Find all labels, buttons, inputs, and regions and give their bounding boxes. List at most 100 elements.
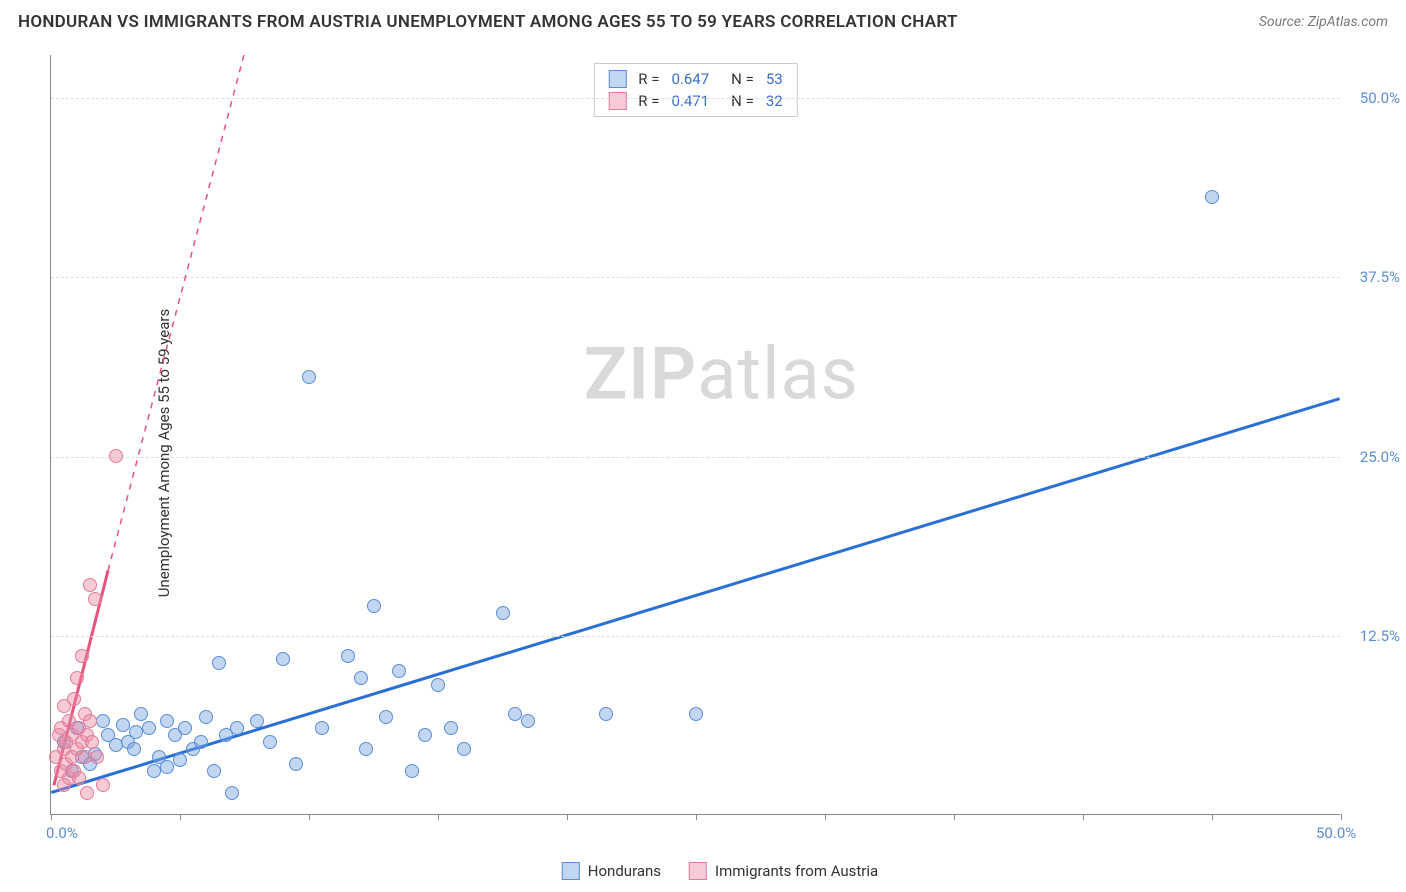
x-tick bbox=[309, 814, 310, 820]
scatter-marker bbox=[83, 578, 97, 592]
legend-item: Hondurans bbox=[562, 862, 661, 880]
stat-r-value: 0.471 bbox=[671, 92, 709, 110]
scatter-marker bbox=[85, 735, 99, 749]
scatter-marker bbox=[194, 735, 208, 749]
scatter-marker bbox=[230, 721, 244, 735]
x-tick-label: 0.0% bbox=[46, 824, 78, 842]
scatter-marker bbox=[263, 735, 277, 749]
stats-swatch bbox=[608, 70, 626, 88]
scatter-marker bbox=[431, 678, 445, 692]
x-tick bbox=[825, 814, 826, 820]
y-tick-label: 12.5% bbox=[1360, 627, 1400, 645]
watermark-bold: ZIP bbox=[584, 331, 697, 416]
scatter-marker bbox=[302, 370, 316, 384]
stat-n-label: N = bbox=[731, 70, 754, 88]
scatter-marker bbox=[109, 449, 123, 463]
scatter-marker bbox=[90, 750, 104, 764]
scatter-marker bbox=[1205, 190, 1219, 204]
scatter-marker bbox=[178, 721, 192, 735]
gridline bbox=[51, 457, 1340, 458]
x-tick bbox=[954, 814, 955, 820]
y-tick-label: 50.0% bbox=[1360, 89, 1400, 107]
legend-item: Immigrants from Austria bbox=[689, 862, 878, 880]
scatter-marker bbox=[276, 652, 290, 666]
scatter-marker bbox=[289, 757, 303, 771]
scatter-marker bbox=[379, 710, 393, 724]
x-tick bbox=[1212, 814, 1213, 820]
scatter-marker bbox=[78, 750, 92, 764]
scatter-marker bbox=[83, 714, 97, 728]
scatter-marker bbox=[88, 592, 102, 606]
watermark: ZIPatlas bbox=[584, 331, 859, 416]
y-tick-label: 25.0% bbox=[1360, 448, 1400, 466]
scatter-marker bbox=[147, 764, 161, 778]
legend-swatch bbox=[562, 862, 580, 880]
stat-n-value: 53 bbox=[766, 70, 783, 88]
legend-swatch bbox=[689, 862, 707, 880]
scatter-marker bbox=[496, 606, 510, 620]
scatter-marker bbox=[354, 671, 368, 685]
scatter-marker bbox=[116, 718, 130, 732]
scatter-marker bbox=[96, 778, 110, 792]
scatter-marker bbox=[689, 707, 703, 721]
scatter-marker bbox=[142, 721, 156, 735]
scatter-marker bbox=[212, 656, 226, 670]
scatter-marker bbox=[96, 714, 110, 728]
scatter-marker bbox=[207, 764, 221, 778]
x-tick bbox=[438, 814, 439, 820]
scatter-marker bbox=[418, 728, 432, 742]
scatter-marker bbox=[129, 725, 143, 739]
chart-title: HONDURAN VS IMMIGRANTS FROM AUSTRIA UNEM… bbox=[18, 12, 958, 32]
x-tick bbox=[696, 814, 697, 820]
scatter-marker bbox=[405, 764, 419, 778]
stats-row: R = 0.471 N = 32 bbox=[608, 90, 782, 112]
stats-box: R = 0.647 N = 53 R = 0.471 N = 32 bbox=[593, 63, 797, 117]
scatter-marker bbox=[67, 692, 81, 706]
x-tick bbox=[1083, 814, 1084, 820]
scatter-marker bbox=[160, 714, 174, 728]
scatter-marker bbox=[367, 599, 381, 613]
scatter-marker bbox=[521, 714, 535, 728]
x-tick bbox=[1341, 814, 1342, 820]
source-label: Source: ZipAtlas.com bbox=[1259, 14, 1388, 30]
x-tick bbox=[567, 814, 568, 820]
gridline bbox=[51, 636, 1340, 637]
y-tick-label: 37.5% bbox=[1360, 268, 1400, 286]
watermark-light: atlas bbox=[697, 331, 859, 416]
legend-label: Immigrants from Austria bbox=[715, 862, 878, 880]
scatter-marker bbox=[359, 742, 373, 756]
scatter-marker bbox=[508, 707, 522, 721]
gridline bbox=[51, 98, 1340, 99]
scatter-marker bbox=[160, 760, 174, 774]
x-tick-label: 50.0% bbox=[1316, 824, 1356, 842]
stat-r-label: R = bbox=[638, 92, 659, 110]
scatter-marker bbox=[134, 707, 148, 721]
stat-n-label: N = bbox=[731, 92, 754, 110]
scatter-marker bbox=[341, 649, 355, 663]
trend-lines bbox=[51, 55, 1340, 814]
scatter-marker bbox=[250, 714, 264, 728]
scatter-marker bbox=[127, 742, 141, 756]
stat-r-label: R = bbox=[638, 70, 659, 88]
chart-container: Unemployment Among Ages 55 to 59 years Z… bbox=[50, 55, 1390, 850]
plot-area: ZIPatlas R =0.647N =53R =0.471N =32 12.5… bbox=[50, 55, 1340, 815]
scatter-marker bbox=[173, 753, 187, 767]
legend: Hondurans Immigrants from Austria bbox=[562, 862, 878, 880]
scatter-marker bbox=[72, 771, 86, 785]
stats-row: R = 0.647 N = 53 bbox=[608, 68, 782, 90]
scatter-marker bbox=[392, 664, 406, 678]
stat-n-value: 32 bbox=[766, 92, 783, 110]
stat-r-value: 0.647 bbox=[671, 70, 709, 88]
scatter-marker bbox=[315, 721, 329, 735]
x-tick bbox=[180, 814, 181, 820]
x-tick bbox=[51, 814, 52, 820]
scatter-marker bbox=[75, 649, 89, 663]
scatter-marker bbox=[599, 707, 613, 721]
scatter-marker bbox=[199, 710, 213, 724]
scatter-marker bbox=[109, 738, 123, 752]
legend-label: Hondurans bbox=[588, 862, 661, 880]
scatter-marker bbox=[80, 786, 94, 800]
scatter-marker bbox=[70, 671, 84, 685]
scatter-marker bbox=[457, 742, 471, 756]
gridline bbox=[51, 277, 1340, 278]
